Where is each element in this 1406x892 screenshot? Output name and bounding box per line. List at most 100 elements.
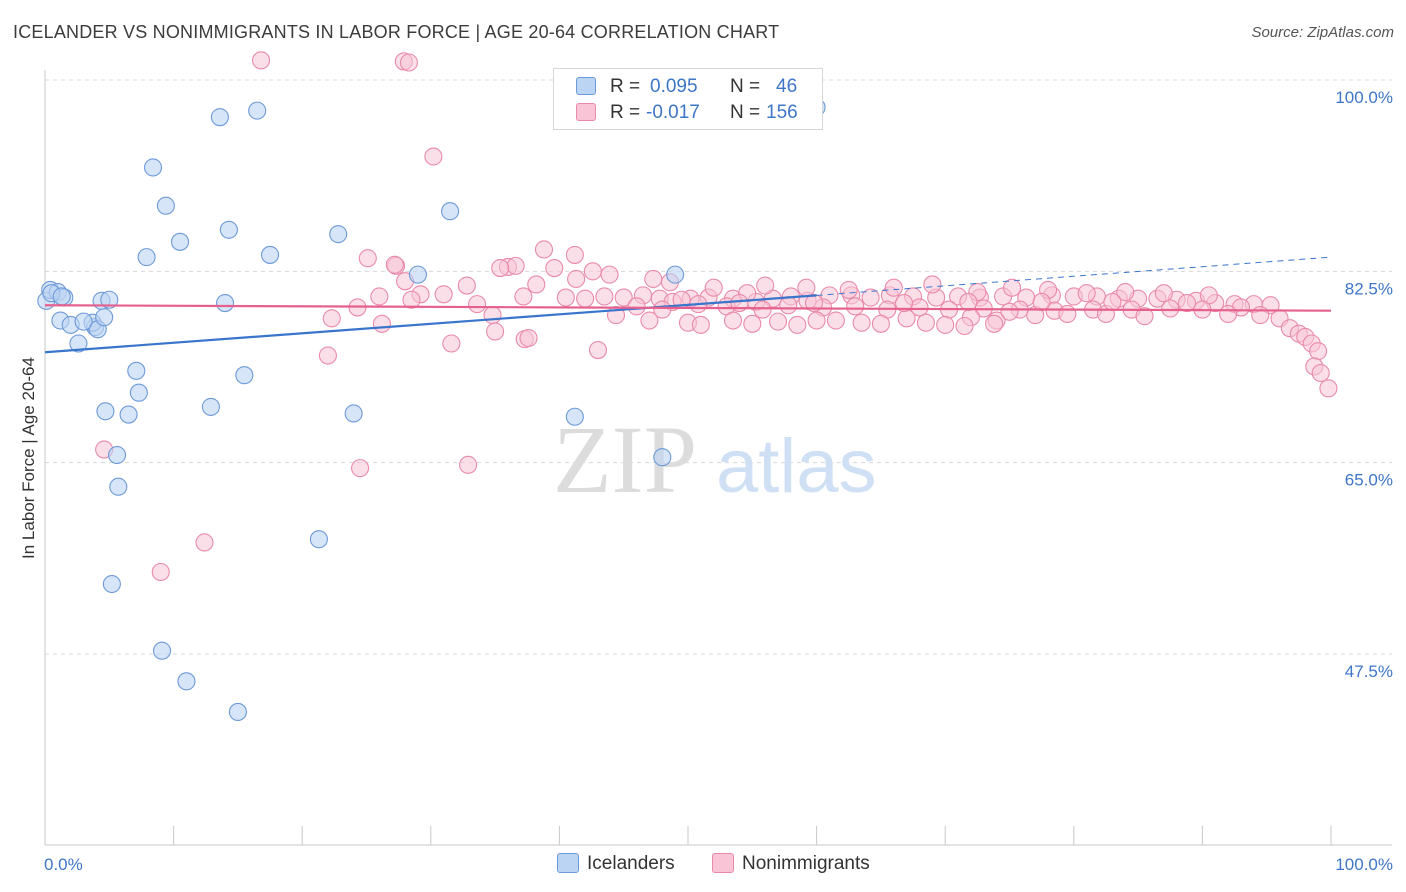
nonimmigrants-point xyxy=(1003,278,1022,297)
nonimmigrants-point xyxy=(884,278,903,297)
y-tick-label: 47.5% xyxy=(1345,662,1393,681)
nonimmigrants-point xyxy=(595,287,614,306)
nonimmigrants-point xyxy=(491,259,510,278)
icelanders-point xyxy=(210,108,229,127)
legend-r-value: 0.095 xyxy=(650,76,698,97)
y-tick-label: 100.0% xyxy=(1335,88,1393,107)
nonimmigrants-point xyxy=(826,311,845,330)
x-tick-label-min: 0.0% xyxy=(44,855,83,874)
nonimmigrants-point xyxy=(442,334,461,353)
icelanders-point xyxy=(215,293,235,313)
watermark-atlas: atlas xyxy=(716,424,877,509)
nonimmigrants-point xyxy=(576,289,595,308)
icelanders-point xyxy=(95,308,114,327)
icelanders-point xyxy=(201,397,220,416)
x-tick-label-max: 100.0% xyxy=(1335,855,1393,874)
icelanders-point xyxy=(152,641,172,660)
nonimmigrants-point xyxy=(894,293,914,313)
icelanders-point xyxy=(219,220,238,239)
legend-n-label: N = xyxy=(730,102,761,123)
nonimmigrants-point xyxy=(955,316,974,336)
icelanders-point xyxy=(119,405,138,424)
nonimmigrants-point xyxy=(923,275,942,294)
nonimmigrants-trend-line xyxy=(44,304,1332,312)
nonimmigrants-point xyxy=(519,328,538,348)
icelanders-point xyxy=(235,366,254,385)
icelanders-point xyxy=(344,404,363,423)
icelanders-point xyxy=(127,361,146,380)
nonimmigrants-point xyxy=(640,311,659,330)
nonimmigrants-point xyxy=(1058,304,1077,324)
nonimmigrants-point xyxy=(1103,292,1122,311)
nonimmigrants-point xyxy=(839,280,858,299)
nonimmigrants-point xyxy=(797,278,816,297)
nonimmigrants-point xyxy=(1177,293,1197,313)
icelanders-point xyxy=(156,196,175,215)
nonimmigrants-point xyxy=(1319,379,1338,398)
nonimmigrants-point xyxy=(704,278,723,297)
nonimmigrants-point xyxy=(985,314,1004,333)
y-tick-label: 65.0% xyxy=(1345,471,1393,490)
icelanders-point xyxy=(109,477,128,496)
nonimmigrants-point xyxy=(1251,306,1270,325)
nonimmigrants-point xyxy=(424,147,443,166)
nonimmigrants-point xyxy=(506,256,525,275)
source-credit: Source: ZipAtlas.com xyxy=(1251,24,1394,41)
nonimmigrants-point xyxy=(756,276,775,295)
nonimmigrants-point xyxy=(251,51,271,70)
nonimmigrants-point xyxy=(527,275,546,294)
nonimmigrants-point xyxy=(897,309,916,328)
icelanders-point xyxy=(170,232,190,251)
nonimmigrants-point xyxy=(959,292,978,311)
nonimmigrants-point xyxy=(788,315,807,334)
nonimmigrants-point xyxy=(627,297,646,316)
nonimmigrants-point xyxy=(567,269,586,289)
nonimmigrants-point xyxy=(1077,284,1096,303)
nonimmigrants-point xyxy=(861,288,880,307)
nonimmigrants-point xyxy=(534,240,554,259)
icelanders-point xyxy=(228,702,247,721)
icelanders-point xyxy=(137,248,156,267)
legend-r-value: -0.017 xyxy=(646,102,700,123)
legend-r-label: R = xyxy=(610,102,641,123)
nonimmigrants-point xyxy=(846,297,865,316)
nonimmigrants-point xyxy=(545,259,564,278)
nonimmigrants-point xyxy=(600,265,619,284)
icelanders-point xyxy=(408,265,427,284)
icelanders-point xyxy=(102,574,121,594)
nonimmigrants-point xyxy=(916,313,935,332)
icelanders-swatch xyxy=(576,77,596,95)
nonimmigrants-point xyxy=(936,315,955,334)
icelanders-point xyxy=(129,383,148,402)
nonimmigrants-legend-swatch xyxy=(712,853,734,873)
nonimmigrants-point xyxy=(1309,342,1328,361)
icelanders-points xyxy=(37,98,826,721)
icelanders-point xyxy=(96,402,115,421)
nonimmigrants-point xyxy=(723,311,743,330)
stats-legend: R = 0.095 N = 46 R = -0.017 N = 156 xyxy=(553,68,823,130)
nonimmigrants-point xyxy=(351,459,370,478)
nonimmigrants-point xyxy=(486,322,505,341)
trend-lines xyxy=(44,256,1332,354)
y-tick-label: 82.5% xyxy=(1345,279,1393,298)
nonimmigrants-point xyxy=(468,295,487,314)
tick-labels: 100.0% 82.5% 65.0% 47.5% 0.0% 100.0% xyxy=(44,88,1393,874)
icelanders-point xyxy=(666,265,685,284)
legend-n-value: 156 xyxy=(766,102,798,123)
chart-title: ICELANDER VS NONIMMIGRANTS IN LABOR FORC… xyxy=(13,22,780,42)
nonimmigrants-point xyxy=(1161,299,1180,318)
icelanders-point xyxy=(441,202,460,221)
nonimmigrants-point xyxy=(372,314,391,333)
nonimmigrants-point xyxy=(514,287,533,306)
icelanders-point xyxy=(309,530,328,549)
nonimmigrants-point xyxy=(322,309,341,328)
icelanders-point xyxy=(143,158,163,177)
nonimmigrants-point xyxy=(1219,304,1238,324)
nonimmigrants-point xyxy=(691,315,710,334)
nonimmigrants-point xyxy=(370,287,389,306)
icelanders-legend-label: Icelanders xyxy=(587,853,675,874)
icelanders-point xyxy=(653,448,672,467)
nonimmigrants-point xyxy=(434,285,453,304)
nonimmigrants-point xyxy=(588,341,608,360)
